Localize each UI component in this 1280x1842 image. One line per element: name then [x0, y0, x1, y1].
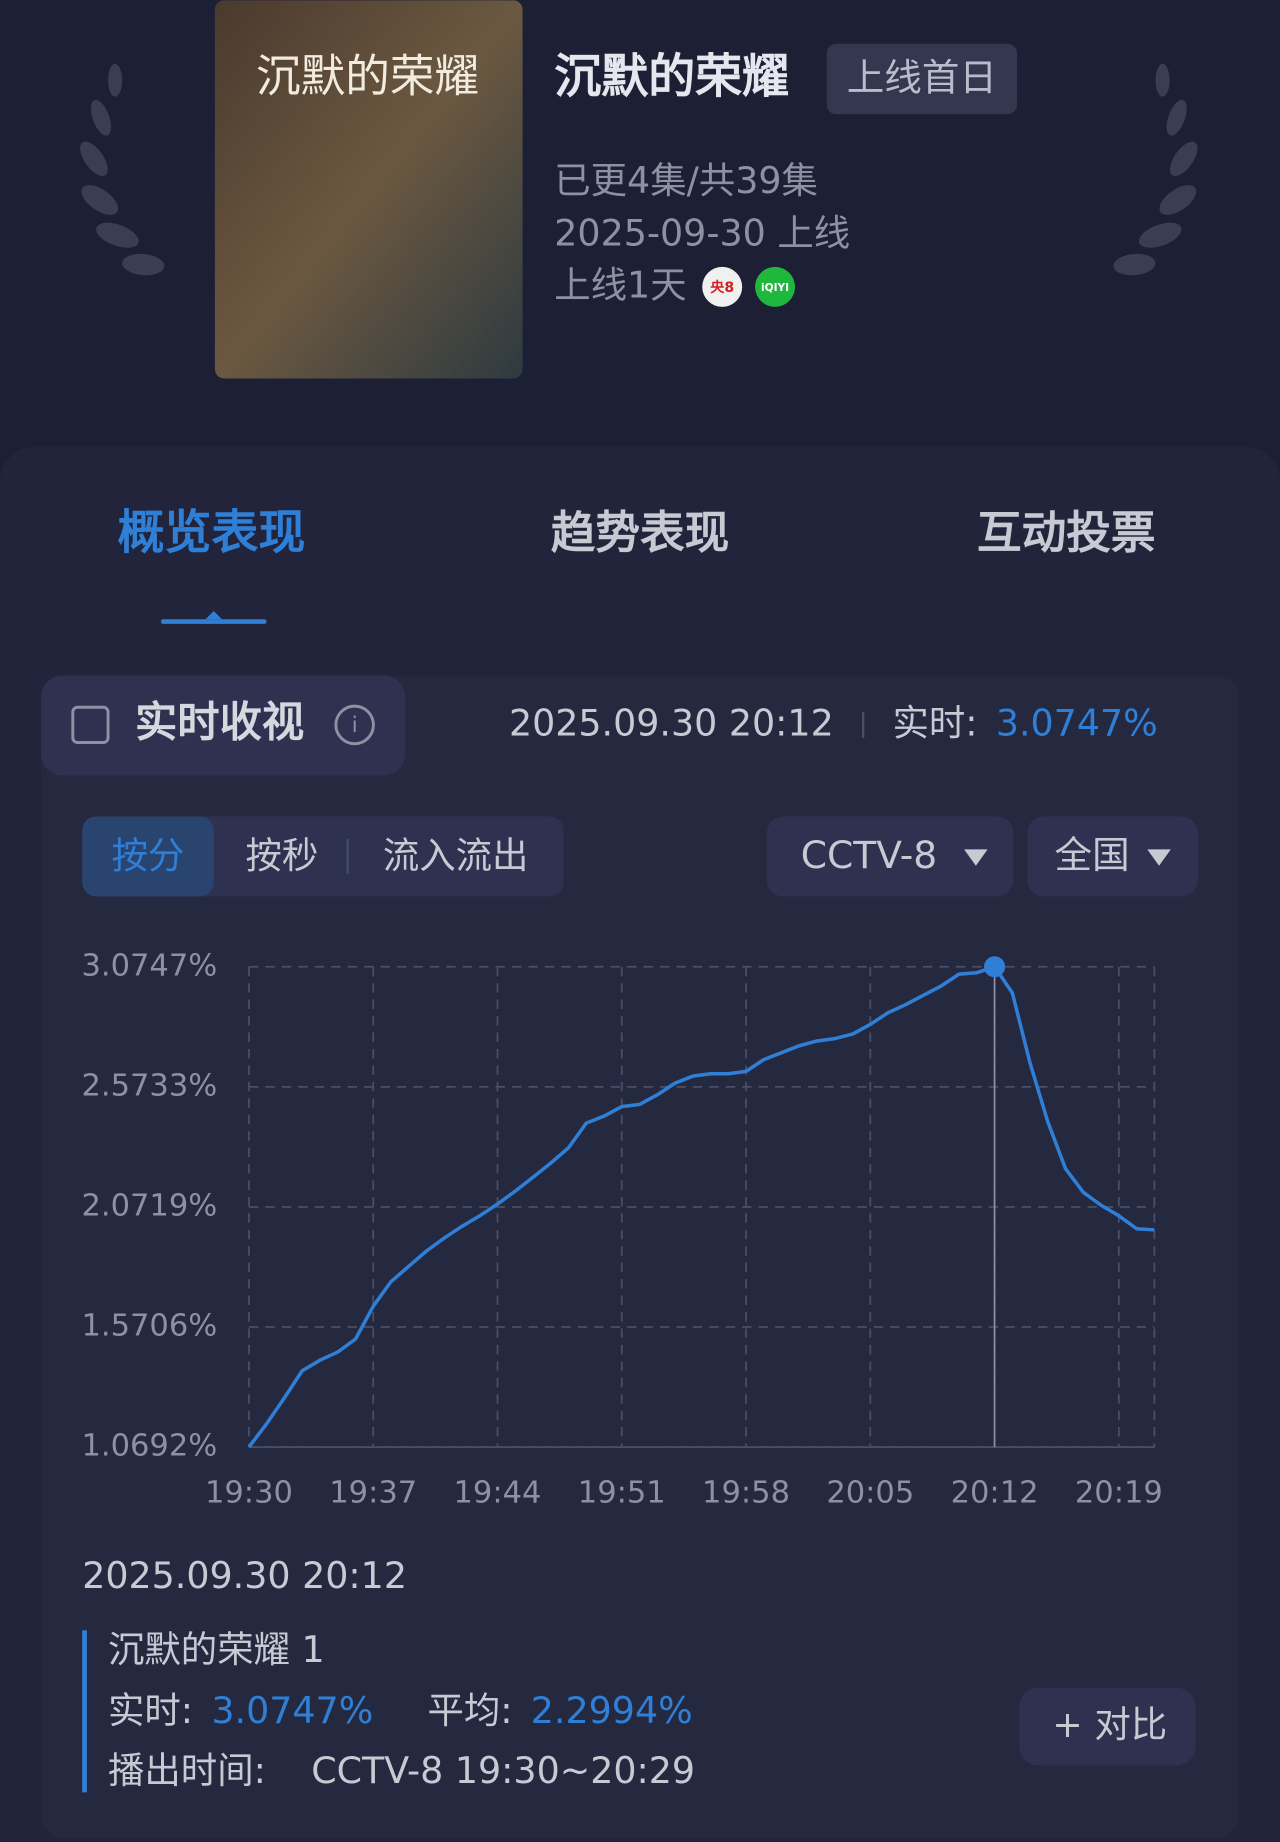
tab[interactable]: 趋势表现 — [551, 507, 729, 559]
footer-value: 2.2994% — [531, 1689, 693, 1732]
x-tick-label: 19:51 — [578, 1476, 666, 1511]
footer-value: 3.0747% — [211, 1689, 373, 1732]
x-tick-label: 19:44 — [454, 1476, 542, 1511]
show-title: 沉默的荣耀 — [554, 50, 789, 105]
x-tick-label: 19:30 — [205, 1476, 293, 1511]
chart: 1.0692% 1.5706% 2.0719% 2.5733% 3.0747% 19:30… — [81, 948, 1162, 1510]
footer-label: 实时: — [108, 1689, 193, 1732]
footer-accent — [82, 1630, 87, 1793]
cctv8-label: 央8 — [710, 279, 734, 296]
laurel-left — [80, 63, 165, 276]
tab[interactable]: 互动投票 — [977, 507, 1155, 559]
footer-value: CCTV-8 19:30~20:29 — [311, 1749, 695, 1792]
x-tick-label: 20:19 — [1075, 1476, 1163, 1511]
toggle[interactable]: 按分 — [112, 834, 185, 877]
x-tick-label: 20:05 — [826, 1476, 914, 1511]
iqiyi-icon — [755, 266, 796, 307]
toggle-active-bg — [82, 816, 214, 897]
toggle[interactable]: 按秒 — [245, 834, 318, 877]
tv-icon — [71, 705, 110, 744]
dropdown-arrow — [964, 849, 988, 866]
tab-caret — [205, 610, 222, 620]
episodes: 已更4集/共39集 — [554, 159, 818, 202]
compare-button[interactable]: + 对比 — [1052, 1703, 1167, 1746]
section-title: 实时收视 — [135, 697, 304, 746]
tab-underline — [160, 619, 267, 624]
footer-timestamp: 2025.09.30 20:12 — [82, 1554, 407, 1597]
badge: 上线首日 — [847, 56, 997, 100]
timestamp: 2025.09.30 20:12 — [509, 701, 834, 744]
section-chip — [41, 675, 406, 776]
info-glyph: i — [352, 712, 358, 737]
cctv8-icon — [702, 266, 743, 307]
line-series — [247, 965, 1155, 1449]
poster-title: 沉默的荣耀 — [256, 51, 479, 103]
dropdown[interactable] — [766, 816, 1014, 897]
days-online: 上线1天 — [554, 263, 686, 306]
footer-show: 沉默的荣耀 1 — [108, 1628, 325, 1671]
y-tick-label: 2.0719% — [81, 1188, 217, 1223]
cursor-point — [984, 956, 1006, 978]
compare-button-bg[interactable] — [1019, 1687, 1196, 1766]
tab-active[interactable]: 概览表现 — [117, 505, 305, 560]
info-icon[interactable] — [334, 704, 375, 746]
release-date: 2025-09-30 上线 — [554, 212, 850, 255]
y-tick-label: 3.0747% — [81, 948, 217, 983]
x-tick-label: 19:58 — [702, 1476, 790, 1511]
y-tick-label: 1.0692% — [81, 1429, 217, 1464]
footer-label: 平均: — [427, 1689, 512, 1732]
dropdown-label: 全国 — [1055, 833, 1130, 877]
footer-label: 播出时间: — [108, 1749, 266, 1792]
x-tick-label: 20:12 — [951, 1476, 1039, 1511]
y-tick-label: 1.5706% — [81, 1309, 217, 1344]
dropdown-arrow — [1147, 849, 1171, 866]
realtime-label: 实时: — [892, 701, 977, 744]
iqiyi-label: iQIYI — [761, 282, 789, 294]
dropdown-label: CCTV-8 — [801, 833, 937, 877]
y-tick-label: 2.5733% — [81, 1068, 217, 1103]
laurel-right — [1113, 63, 1198, 276]
realtime-value: 3.0747% — [996, 701, 1158, 744]
badge-bg — [826, 43, 1017, 115]
dropdown[interactable] — [1027, 816, 1198, 897]
poster[interactable] — [214, 0, 523, 379]
toggle[interactable]: 流入流出 — [383, 834, 529, 877]
x-tick-label: 19:37 — [329, 1476, 417, 1511]
